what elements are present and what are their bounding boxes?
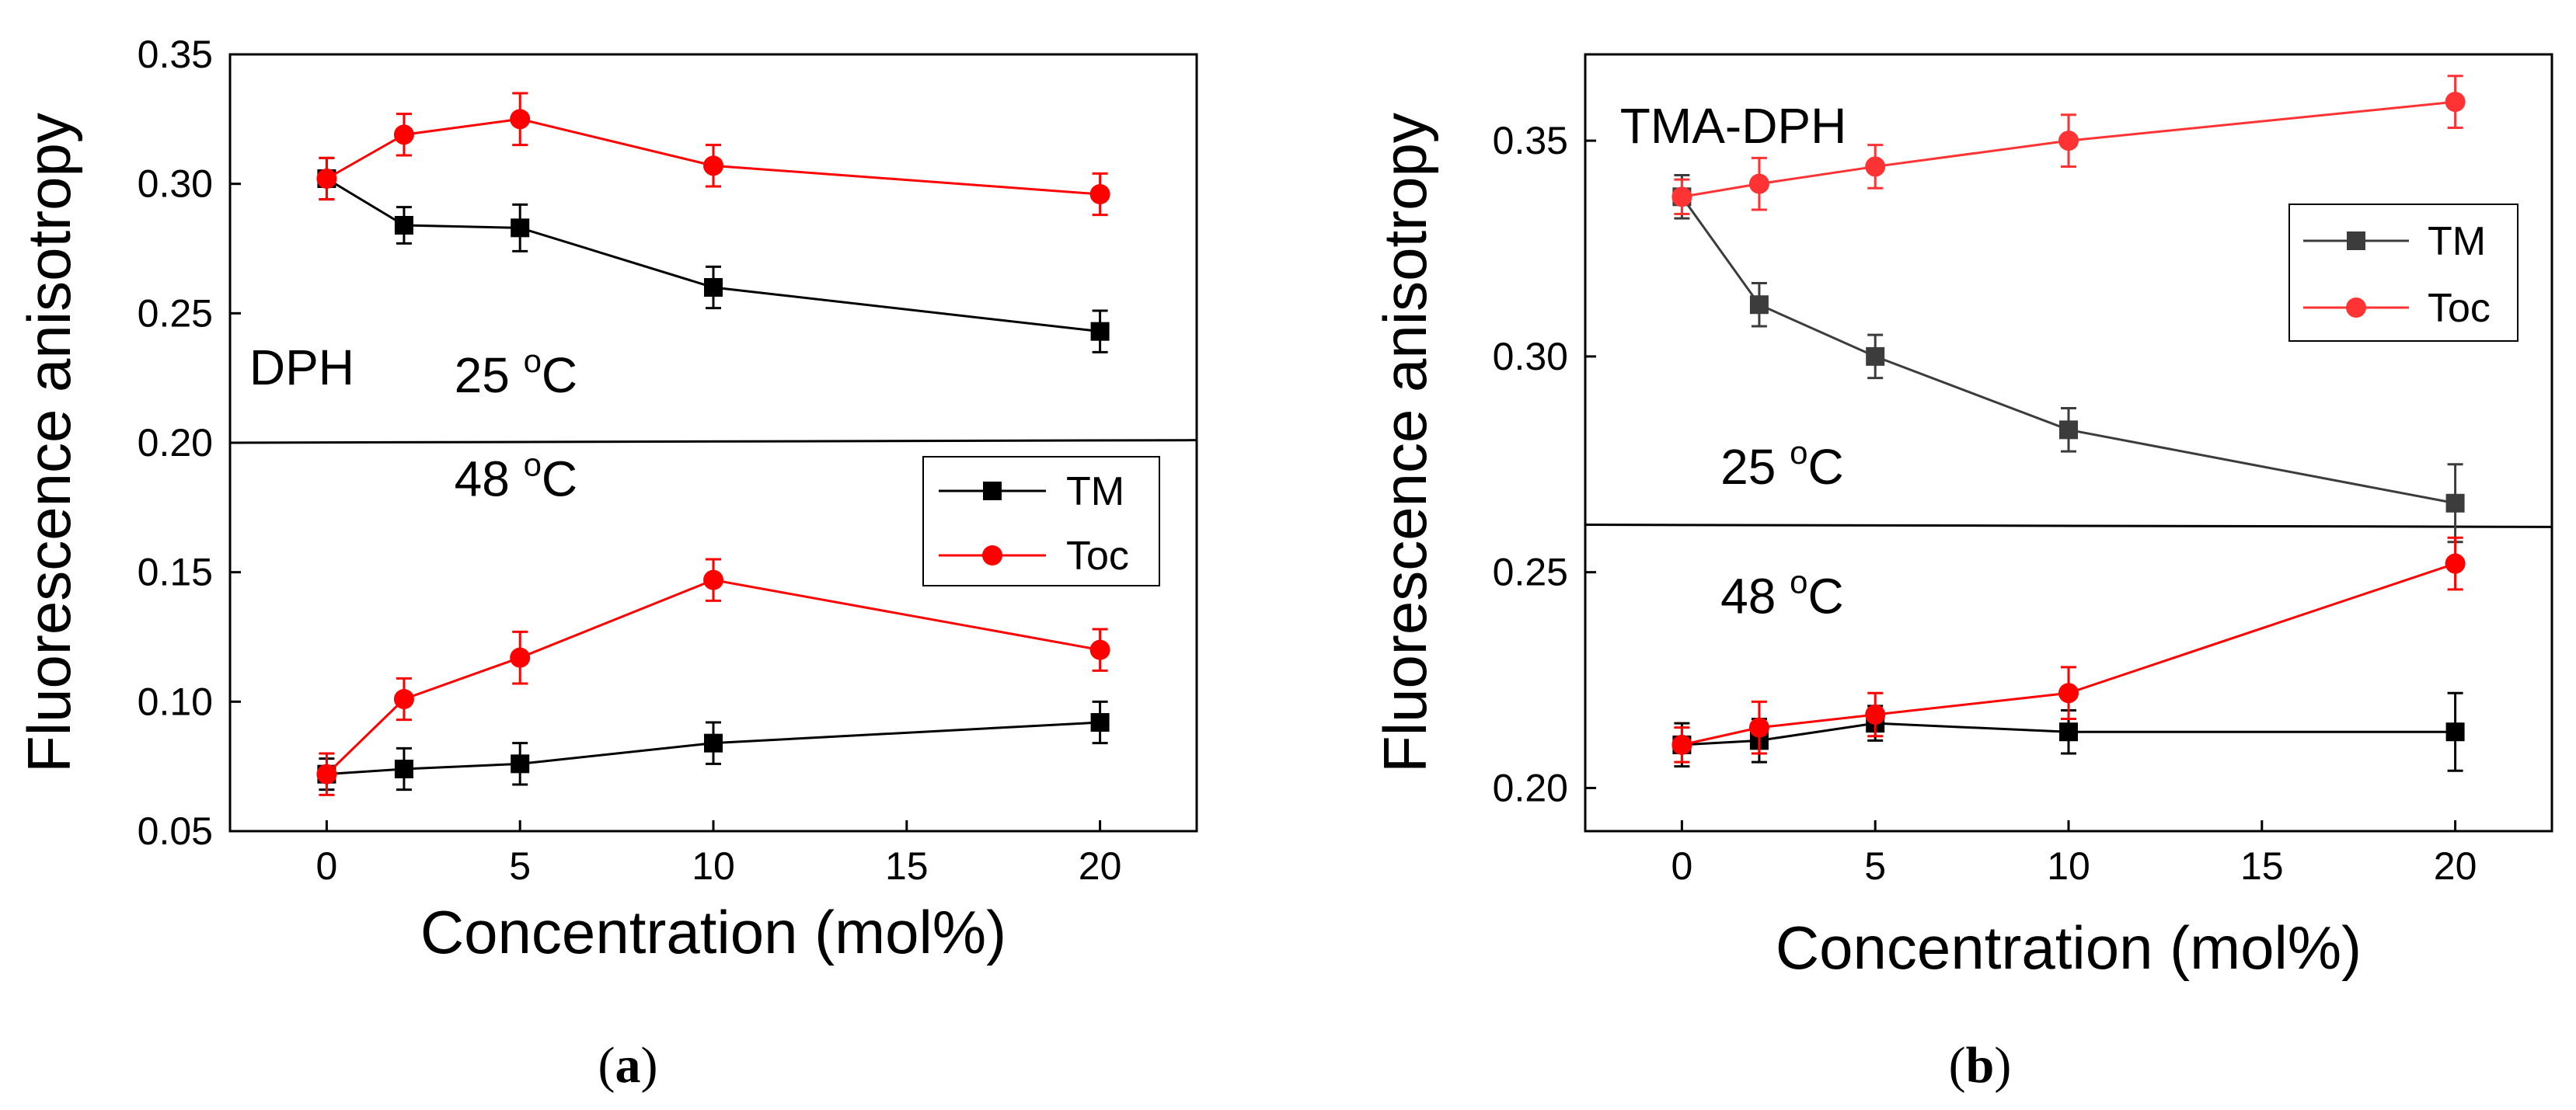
panel-b-x-axis-label: Concentration (mol%) xyxy=(1776,913,2362,982)
panel-b: 0 5 10 15 20 0.20 0.25 0.30 0.35 TMA-DPH 25 oC 48 … xyxy=(1371,53,2553,1094)
panel-a-x-tick-label: 15 xyxy=(885,844,929,888)
data-point-square xyxy=(511,754,530,774)
panel-b-x-tick-label: 10 xyxy=(2047,844,2090,888)
panel-b-legend-toc-label: Toc xyxy=(2428,286,2491,331)
data-point-circle xyxy=(703,569,723,590)
panel-b-x-tick-label: 20 xyxy=(2434,844,2477,888)
data-point-circle xyxy=(316,764,337,785)
panel-a-series-tm-48c xyxy=(317,700,1110,792)
panel-b-series-toc-25c xyxy=(1671,75,2466,216)
panel-a-legend-toc-marker xyxy=(982,545,1002,565)
panel-b-annotation-probe: TMA-DPH xyxy=(1620,98,1847,154)
data-point-circle xyxy=(2058,130,2079,151)
panel-a-y-tick-label: 0.15 xyxy=(138,551,213,594)
panel-b-y-tick-label: 0.35 xyxy=(1493,119,1568,162)
data-point-circle xyxy=(1865,156,1886,177)
panel-a-x-tick-label: 20 xyxy=(1079,844,1122,888)
panel-a-ticks: 0 5 10 15 20 0.05 0.10 0.15 0.20 0.25 0.30 0.35 xyxy=(138,33,1122,888)
panel-a-y-tick-label: 0.05 xyxy=(138,809,213,853)
data-point-circle xyxy=(1089,639,1110,660)
panel-a: 0 5 10 15 20 0.05 0.10 0.15 0.20 0.25 0.30 0.35 DPH… xyxy=(15,33,1198,1094)
panel-a-y-tick-label: 0.20 xyxy=(138,421,213,465)
data-point-circle xyxy=(510,647,531,668)
panel-a-x-tick-label: 10 xyxy=(692,844,735,888)
data-point-circle xyxy=(1865,705,1886,725)
panel-b-temperature-divider xyxy=(1584,524,2553,528)
data-point-circle xyxy=(510,109,531,130)
panel-b-y-axis-label: Fluorescence anisotropy xyxy=(1371,113,1439,773)
data-point-square xyxy=(2445,722,2465,742)
panel-b-legend-box xyxy=(2288,204,2518,342)
panel-a-y-tick-label: 0.25 xyxy=(138,291,213,335)
data-point-circle xyxy=(1089,184,1110,204)
data-point-circle xyxy=(393,689,414,709)
data-point-circle xyxy=(2445,553,2466,574)
panel-b-legend-toc-marker xyxy=(2346,298,2366,318)
data-point-square xyxy=(2445,493,2465,513)
panel-a-legend-tm-label: TM xyxy=(1066,469,1124,514)
panel-b-series-toc-48c xyxy=(1671,536,2466,764)
panel-a-y-tick-label: 0.35 xyxy=(138,33,213,76)
panel-b-annotation-temp-upper: 25 oC xyxy=(1720,434,1844,495)
panel-a-legend: TM Toc xyxy=(922,456,1160,586)
data-point-circle xyxy=(1671,186,1692,207)
panel-a-label: (a) xyxy=(598,1037,658,1094)
data-point-square xyxy=(704,278,723,297)
data-point-square xyxy=(1090,713,1110,732)
panel-b-x-tick-label: 15 xyxy=(2240,844,2284,888)
panel-b-y-tick-label: 0.25 xyxy=(1493,551,1568,594)
panel-b-x-tick-label: 5 xyxy=(1864,844,1886,888)
panel-b-y-tick-label: 0.30 xyxy=(1493,335,1568,378)
panel-a-y-tick-label: 0.30 xyxy=(138,162,213,206)
data-point-circle xyxy=(316,169,337,189)
panel-b-legend-tm-label: TM xyxy=(2428,219,2486,264)
panel-b-label: (b) xyxy=(1949,1037,2012,1094)
data-point-square xyxy=(704,733,723,753)
data-point-circle xyxy=(1748,173,1769,194)
data-point-circle xyxy=(1748,717,1769,738)
data-point-square xyxy=(394,216,413,235)
panel-a-y-tick-label: 0.10 xyxy=(138,680,213,723)
data-point-square xyxy=(2059,722,2078,742)
panel-a-legend-box xyxy=(922,456,1160,586)
panel-b-x-tick-label: 0 xyxy=(1671,844,1692,888)
data-point-circle xyxy=(703,155,723,176)
panel-b-letter: b xyxy=(1966,1037,1995,1094)
data-point-square xyxy=(1749,295,1769,315)
panel-a-annotation-temp-upper: 25 oC xyxy=(455,343,578,403)
panel-a-plot-content xyxy=(229,92,1197,796)
panel-a-series-toc-48c xyxy=(316,558,1110,796)
data-point-square xyxy=(394,760,413,778)
panel-a-series-toc-25c xyxy=(316,92,1110,217)
panel-a-legend-tm-marker xyxy=(983,482,1002,500)
panel-a-x-tick-label: 0 xyxy=(315,844,337,888)
data-point-circle xyxy=(393,124,414,145)
panel-b-plot-content xyxy=(1584,75,2553,772)
panel-a-annotations: DPH 25 oC 48 oC xyxy=(249,339,577,506)
panel-a-y-axis-label: Fluorescence anisotropy xyxy=(15,113,83,773)
data-point-square xyxy=(2059,420,2078,440)
panel-a-x-axis-label: Concentration (mol%) xyxy=(420,898,1006,966)
panel-a-legend-toc-label: Toc xyxy=(1066,534,1129,579)
panel-a-temperature-divider xyxy=(229,439,1197,444)
data-point-square xyxy=(511,218,530,238)
panel-a-annotation-temp-lower: 48 oC xyxy=(455,446,578,506)
data-point-square xyxy=(1866,346,1885,366)
panel-a-annotation-probe: DPH xyxy=(249,339,354,395)
panel-b-legend-tm-marker xyxy=(2347,231,2365,250)
panel-b-ticks: 0 5 10 15 20 0.20 0.25 0.30 0.35 xyxy=(1493,119,2477,888)
data-point-circle xyxy=(2058,683,2079,704)
panel-b-annotations: TMA-DPH 25 oC 48 oC xyxy=(1620,98,1847,625)
data-point-square xyxy=(1090,322,1110,341)
data-point-circle xyxy=(1671,734,1692,755)
panel-a-letter: a xyxy=(615,1037,641,1094)
panel-a-x-tick-label: 5 xyxy=(509,844,531,888)
panel-b-y-tick-label: 0.20 xyxy=(1493,766,1568,809)
panel-b-legend: TM Toc xyxy=(2288,204,2518,342)
data-point-circle xyxy=(2445,92,2466,113)
panel-b-annotation-temp-lower: 48 oC xyxy=(1720,563,1844,624)
